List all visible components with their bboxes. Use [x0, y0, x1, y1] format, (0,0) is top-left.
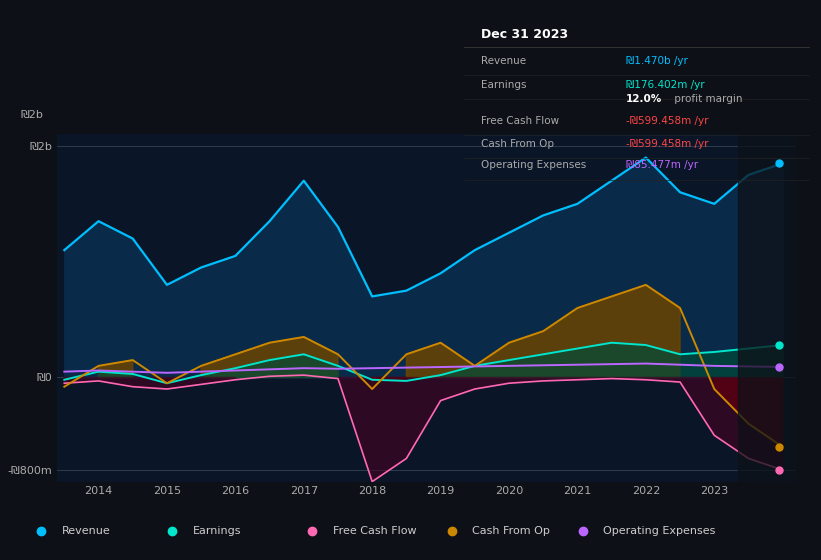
Text: -₪599.458m /yr: -₪599.458m /yr — [626, 116, 709, 126]
Text: Revenue: Revenue — [62, 526, 110, 536]
Bar — [738, 134, 796, 482]
Text: Operating Expenses: Operating Expenses — [481, 161, 586, 170]
Text: profit margin: profit margin — [671, 95, 742, 104]
Text: Free Cash Flow: Free Cash Flow — [481, 116, 559, 126]
Text: ₪85.477m /yr: ₪85.477m /yr — [626, 161, 698, 170]
Text: Earnings: Earnings — [193, 526, 241, 536]
Text: Cash From Op: Cash From Op — [472, 526, 550, 536]
Text: Cash From Op: Cash From Op — [481, 139, 554, 149]
Text: Free Cash Flow: Free Cash Flow — [333, 526, 416, 536]
Text: Earnings: Earnings — [481, 80, 526, 90]
Text: ₪176.402m /yr: ₪176.402m /yr — [626, 80, 704, 90]
Text: ₪2b: ₪2b — [21, 110, 44, 120]
Text: 12.0%: 12.0% — [626, 95, 663, 104]
Text: ₪1.470b /yr: ₪1.470b /yr — [626, 57, 688, 67]
Text: Operating Expenses: Operating Expenses — [603, 526, 716, 536]
Text: Revenue: Revenue — [481, 57, 526, 67]
Text: -₪599.458m /yr: -₪599.458m /yr — [626, 139, 709, 149]
Text: Dec 31 2023: Dec 31 2023 — [481, 29, 568, 41]
